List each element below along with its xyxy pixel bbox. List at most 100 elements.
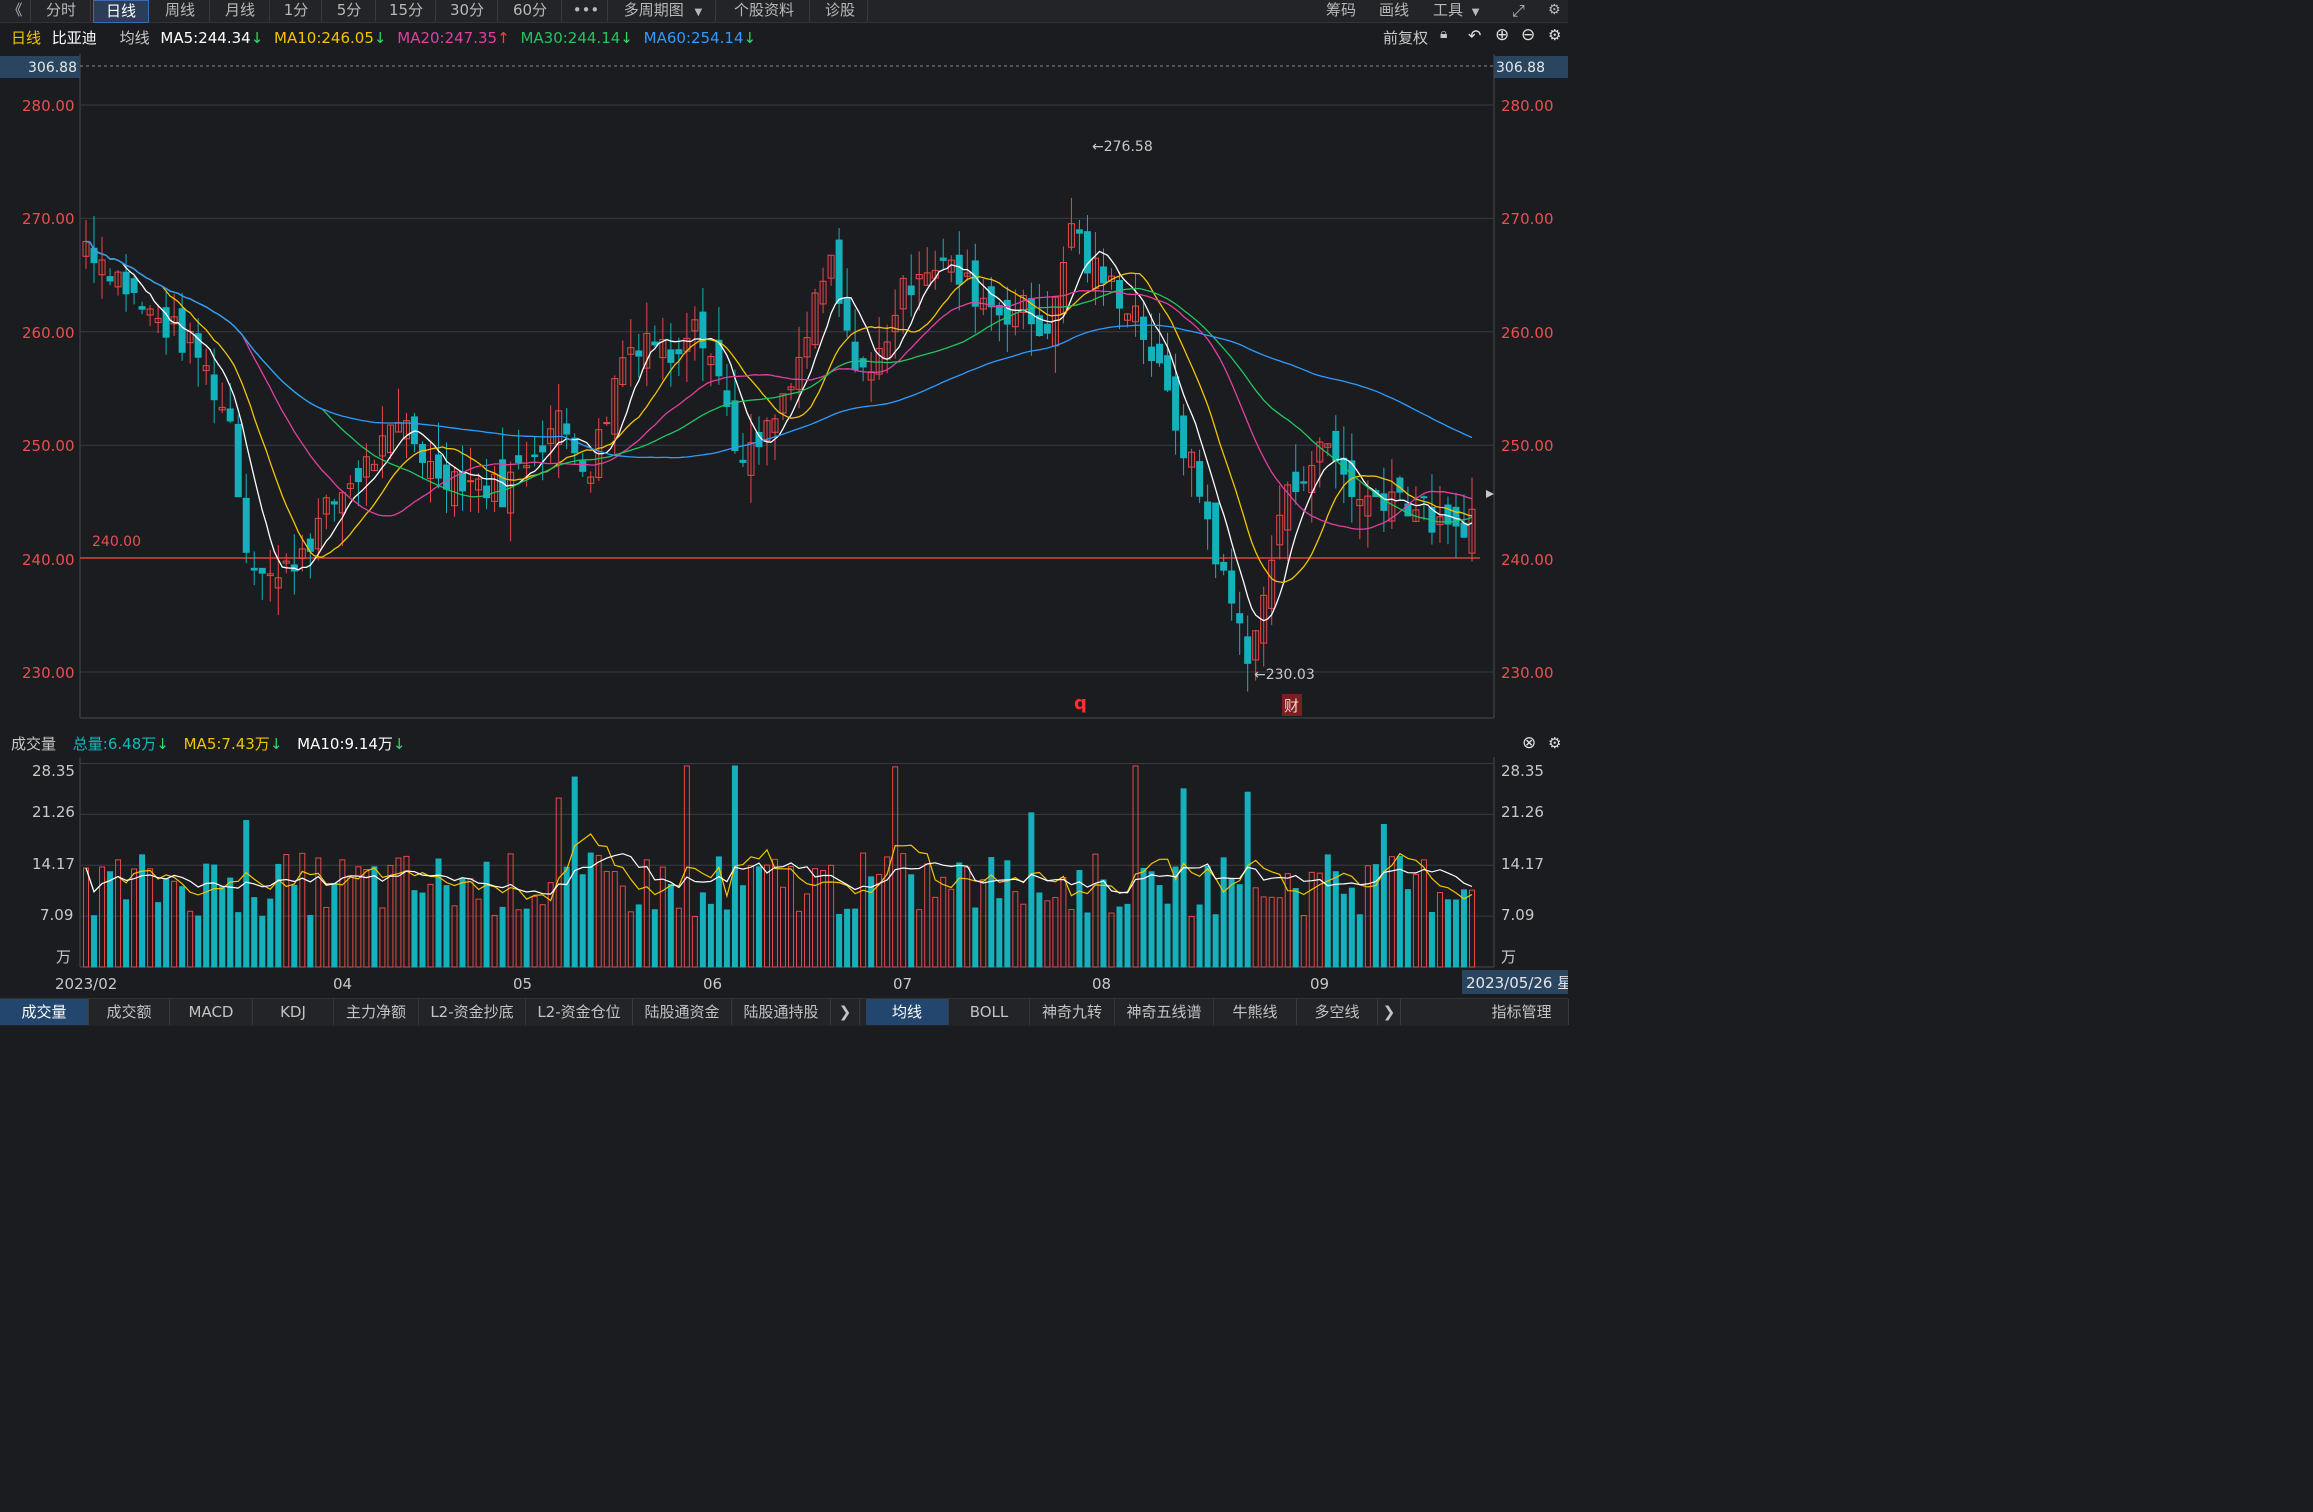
candle-body bbox=[362, 456, 370, 478]
tab-kdj[interactable]: KDJ bbox=[253, 999, 334, 1025]
undo-icon[interactable]: ↶ bbox=[1468, 26, 1482, 45]
tab-boll[interactable]: BOLL bbox=[949, 999, 1030, 1025]
candle-body bbox=[939, 257, 947, 261]
tools-dropdown[interactable]: 工具 ▼ bbox=[1433, 0, 1480, 21]
volume-bar bbox=[1428, 911, 1435, 968]
tab-daily[interactable]: 日线 bbox=[93, 0, 149, 23]
volume-bar bbox=[1148, 871, 1155, 968]
volume-bar bbox=[395, 857, 402, 968]
volume-bar bbox=[1180, 788, 1187, 968]
tab-l2-position[interactable]: L2-资金仓位 bbox=[526, 999, 633, 1025]
candle-body bbox=[1276, 514, 1284, 546]
volume-bar bbox=[339, 859, 346, 968]
volume-title[interactable]: 成交量 bbox=[11, 735, 57, 753]
tab-main-net[interactable]: 主力净额 bbox=[334, 999, 419, 1025]
volume-bar bbox=[291, 884, 298, 968]
more-periods-button[interactable]: ••• bbox=[565, 0, 608, 21]
candle-body bbox=[1460, 522, 1468, 538]
chart-settings-icon[interactable]: ⚙ bbox=[1548, 26, 1562, 44]
tab-long-short[interactable]: 多空线 bbox=[1297, 999, 1378, 1025]
lock-icon[interactable]: 🔒︎ bbox=[1440, 26, 1448, 42]
avg-line-label[interactable]: 均线 bbox=[119, 29, 150, 47]
volume-settings-icon[interactable]: ⚙ bbox=[1548, 734, 1562, 752]
tab-fenshi[interactable]: 分时 bbox=[32, 0, 91, 21]
multi-period-label: 多周期图 bbox=[623, 1, 684, 19]
fullscreen-icon[interactable]: ⤢ bbox=[1512, 1, 1525, 20]
zoom-out-icon[interactable]: ⊖ bbox=[1521, 25, 1536, 45]
tab-5min[interactable]: 5分 bbox=[323, 0, 376, 21]
candle-body bbox=[899, 277, 907, 310]
volume-tick: 7.09 bbox=[40, 906, 73, 924]
volume-bar bbox=[1404, 889, 1411, 968]
volume-bar bbox=[675, 907, 682, 968]
top-price-right: 306.88 bbox=[1496, 60, 1545, 76]
tabs-scroll-right-icon[interactable]: ❯ bbox=[831, 999, 860, 1025]
volume-bar bbox=[419, 892, 426, 968]
settings-icon[interactable]: ⚙ bbox=[1548, 2, 1561, 18]
volume-bar bbox=[980, 879, 987, 968]
volume-bar bbox=[1108, 912, 1115, 968]
tab-macd[interactable]: MACD bbox=[170, 999, 253, 1025]
volume-bar bbox=[972, 907, 979, 968]
tab-1min[interactable]: 1分 bbox=[271, 0, 322, 21]
tab-60min[interactable]: 60分 bbox=[499, 0, 562, 21]
volume-ma10: MA10:9.14万↓ bbox=[297, 735, 406, 753]
volume-bar bbox=[916, 909, 923, 968]
tab-volume[interactable]: 成交量 bbox=[0, 999, 89, 1025]
volume-bar bbox=[1012, 891, 1019, 968]
tab-northbound-funds[interactable]: 陆股通资金 bbox=[633, 999, 732, 1025]
draw-line-button[interactable]: 画线 bbox=[1379, 1, 1410, 19]
tab-15min[interactable]: 15分 bbox=[377, 0, 436, 21]
tab-magic-five[interactable]: 神奇五线谱 bbox=[1115, 999, 1214, 1025]
price-tick: 280.00 bbox=[22, 97, 75, 115]
tab-weekly[interactable]: 周线 bbox=[151, 0, 210, 21]
ma-lines bbox=[85, 240, 1473, 622]
volume-bar bbox=[1156, 885, 1163, 968]
volume-bar bbox=[892, 766, 899, 968]
volume-ma-lines bbox=[85, 833, 1473, 902]
indicator-manage-button[interactable]: 指标管理 bbox=[1475, 999, 1569, 1025]
tab-30min[interactable]: 30分 bbox=[437, 0, 498, 21]
price-tick: 240.00 bbox=[1501, 551, 1554, 569]
candle-body bbox=[763, 420, 771, 442]
tab-turnover[interactable]: 成交额 bbox=[89, 999, 170, 1025]
volume-bar bbox=[1444, 899, 1451, 968]
candle-body bbox=[1148, 346, 1156, 362]
volume-bar bbox=[1300, 915, 1307, 968]
volume-axis-left: 28.35 21.26 14.17 7.09 万 bbox=[32, 762, 75, 966]
candle-body bbox=[587, 476, 595, 484]
tab-magic-nine[interactable]: 神奇九转 bbox=[1030, 999, 1115, 1025]
tab-monthly[interactable]: 月线 bbox=[211, 0, 270, 21]
zoom-in-icon[interactable]: ⊕ bbox=[1495, 25, 1510, 45]
candle-body bbox=[707, 356, 715, 366]
candle-body bbox=[659, 339, 667, 359]
candle-body bbox=[1172, 376, 1180, 431]
volume-bar bbox=[852, 908, 859, 968]
q-marker[interactable]: q bbox=[1074, 693, 1087, 714]
adjust-button[interactable]: 前复权 bbox=[1383, 29, 1429, 47]
chips-button[interactable]: 筹码 bbox=[1326, 1, 1357, 19]
volume-bar bbox=[235, 912, 242, 968]
volume-bar bbox=[1132, 765, 1139, 968]
earnings-marker-box[interactable] bbox=[1282, 694, 1302, 716]
volume-unit: 万 bbox=[1501, 948, 1516, 966]
stock-info-button[interactable]: 个股资料 bbox=[719, 0, 810, 21]
tabs-scroll-right-icon[interactable]: ❯ bbox=[1378, 999, 1401, 1025]
volume-bar bbox=[355, 866, 362, 968]
price-tick: 260.00 bbox=[1501, 324, 1554, 342]
close-volume-icon[interactable]: ⊗ bbox=[1522, 733, 1537, 753]
tab-l2-bottom[interactable]: L2-资金抄底 bbox=[419, 999, 526, 1025]
price-chart[interactable]: 240.00 306.88 306.88 280.00 270.00 260.0… bbox=[0, 54, 1568, 730]
collapse-button[interactable]: 《 bbox=[0, 0, 31, 21]
multi-period-dropdown[interactable]: 多周期图 ▼ bbox=[611, 0, 716, 21]
x-label: 06 bbox=[703, 975, 722, 993]
current-date-box bbox=[1462, 970, 1568, 994]
candle-body bbox=[1099, 266, 1107, 284]
volume-chart[interactable]: 28.35 21.26 14.17 7.09 万 28.35 21.26 14.… bbox=[0, 757, 1568, 998]
volume-bar bbox=[715, 856, 722, 968]
volume-ma-line-10 bbox=[85, 853, 1473, 895]
diagnose-button[interactable]: 诊股 bbox=[813, 0, 868, 21]
tab-northbound-holdings[interactable]: 陆股通持股 bbox=[732, 999, 831, 1025]
tab-avg-line[interactable]: 均线 bbox=[866, 999, 949, 1025]
tab-bull-bear[interactable]: 牛熊线 bbox=[1214, 999, 1297, 1025]
